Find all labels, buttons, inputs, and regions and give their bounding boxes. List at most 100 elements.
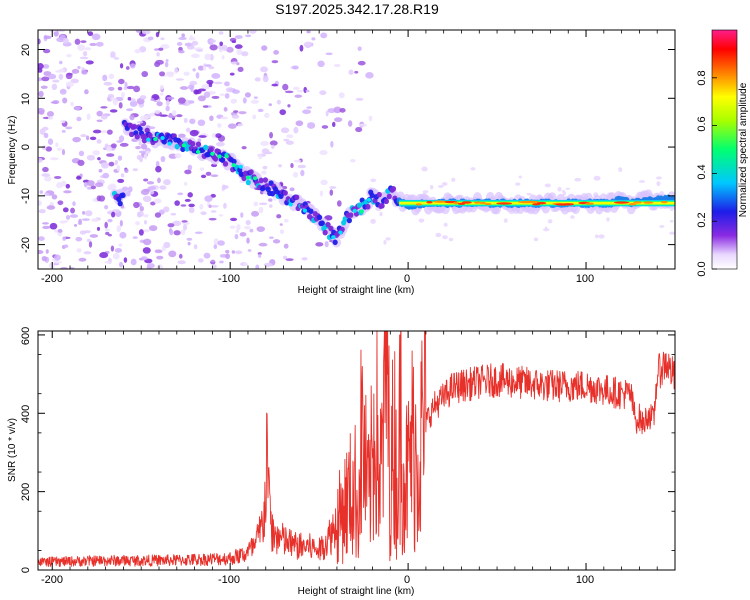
spectrogram-noise-blob xyxy=(211,205,219,208)
spectrogram-noise-blob xyxy=(281,185,288,190)
spectrogram-noise-blob xyxy=(96,226,101,231)
spectrogram-noise-blob xyxy=(229,72,235,76)
spectrogram-noise-blob xyxy=(117,178,125,183)
spectrogram-noise-blob xyxy=(271,60,279,64)
spectrogram-noise-blob xyxy=(47,138,54,145)
spectrogram-noise-blob xyxy=(205,171,212,176)
spectrogram-noise-blob xyxy=(129,100,138,107)
spectrogram-noise-blob xyxy=(136,120,144,124)
spectrogram-ridge-hotspot xyxy=(633,201,642,204)
spectrogram-noise-blob xyxy=(226,46,234,53)
spectrogram-noise-blob xyxy=(258,153,263,160)
spectrogram-noise-blob xyxy=(120,173,125,178)
spectrogram-noise-blob xyxy=(470,167,476,171)
spectrogram-ridge-hotspot xyxy=(433,200,447,203)
spectrogram-noise-blob xyxy=(357,46,362,52)
colorbar-tick-label-2: 0.4 xyxy=(696,164,708,179)
spectrogram-noise-blob xyxy=(111,211,116,218)
spectrogram-noise-blob xyxy=(100,114,108,120)
spectrogram-noise-blob xyxy=(73,106,81,111)
spectrogram-noise-blob xyxy=(143,153,148,160)
spectrogram-noise-blob xyxy=(237,123,244,127)
spectrogram-noise-blob xyxy=(229,225,236,229)
snr-panel: -200 -100 0 100 0 200 400 600 Height of … xyxy=(7,327,676,597)
spectrogram-noise-blob xyxy=(45,146,53,152)
spectrogram-ridge-hotspot xyxy=(153,137,158,142)
spectrogram-noise-blob xyxy=(255,264,260,269)
spectrogram-noise-blob xyxy=(276,214,282,219)
spectrogram-noise-blob xyxy=(215,133,222,139)
spectrogram-noise-blob xyxy=(178,49,185,54)
spectrogram-noise-blob xyxy=(184,169,192,175)
spectrogram-noise-blob xyxy=(79,230,87,235)
spectrogram-noise-blob xyxy=(197,88,207,92)
spectrogram-noise-blob xyxy=(49,30,58,33)
spectrogram-noise-blob xyxy=(118,243,123,247)
spectrogram-tick-label-x-3: 100 xyxy=(576,273,594,285)
spectrogram-noise-blob xyxy=(178,36,187,41)
spectrogram-noise-blob xyxy=(208,66,215,70)
spectrogram-ridge-hotspot xyxy=(160,136,165,141)
spectrogram-noise-blob xyxy=(260,140,269,147)
spectrogram-noise-blob xyxy=(42,166,49,173)
spectrogram-noise-blob xyxy=(89,136,97,141)
spectrogram-noise-blob xyxy=(544,183,551,188)
spectrogram-noise-blob xyxy=(43,35,52,40)
spectrogram-noise-blob xyxy=(183,117,188,124)
spectrogram-noise-blob xyxy=(210,174,219,177)
spectrogram-noise-blob xyxy=(91,33,101,41)
spectrogram-noise-blob xyxy=(44,175,52,182)
spectrogram-noise-blob xyxy=(143,214,149,218)
snr-frame xyxy=(37,330,676,571)
spectrogram-noise-blob xyxy=(66,54,72,58)
spectrogram-noise-blob xyxy=(295,120,304,127)
spectrogram-noise-blob xyxy=(160,37,165,41)
spectrogram-noise-blob xyxy=(218,31,224,35)
spectrogram-noise-blob xyxy=(96,195,102,202)
spectrogram-noise-blob xyxy=(38,200,43,206)
spectrogram-noise-blob xyxy=(355,127,363,133)
spectrogram-noise-blob xyxy=(55,142,59,148)
spectrogram-noise-blob xyxy=(149,189,155,195)
spectrogram-noise-blob xyxy=(200,211,207,216)
spectrogram-noise-blob xyxy=(253,201,259,207)
spectrogram-noise-blob xyxy=(113,57,120,60)
spectrogram-noise-blob xyxy=(659,225,665,228)
spectrogram-noise-blob xyxy=(435,232,442,238)
spectrogram-noise-blob xyxy=(669,231,675,235)
spectrogram-y-axis-label: Frequency (Hz) xyxy=(7,116,18,185)
spectrogram-noise-blob xyxy=(219,41,224,47)
spectrogram-noise-blob xyxy=(76,248,82,253)
spectrogram-ridge-hotspot xyxy=(331,235,336,240)
spectrogram-noise-blob xyxy=(225,253,231,260)
spectrogram-noise-blob xyxy=(72,136,81,143)
spectrogram-ridge-core xyxy=(141,137,148,144)
colorbar-tick-label-1: 0.2 xyxy=(696,212,708,227)
spectrogram-noise-blob xyxy=(154,48,160,51)
spectrogram-noise-blob xyxy=(258,202,268,206)
spectrogram-noise-blob xyxy=(263,262,273,267)
spectrogram-noise-blob xyxy=(83,181,88,188)
spectrogram-noise-blob xyxy=(65,183,71,189)
spectrogram-noise-blob xyxy=(283,243,289,249)
spectrogram-noise-blob xyxy=(269,236,274,239)
spectrogram-noise-blob xyxy=(89,234,99,238)
colorbar-tick-label-4: 0.8 xyxy=(696,70,708,85)
spectrogram-noise-blob xyxy=(347,120,353,127)
spectrogram-noise-blob xyxy=(38,236,45,241)
spectrogram-noise-blob xyxy=(52,79,60,83)
spectrogram-noise-blob xyxy=(104,204,109,210)
spectrogram-noise-blob xyxy=(279,109,287,116)
spectrogram-noise-blob xyxy=(618,167,623,173)
spectrogram-noise-blob xyxy=(338,92,345,99)
spectrogram-ridge-core xyxy=(190,141,196,147)
spectrogram-noise-blob xyxy=(99,252,109,259)
spectrogram-noise-blob xyxy=(227,123,237,129)
spectrogram-noise-blob xyxy=(156,264,164,269)
spectrogram-noise-blob xyxy=(231,89,240,94)
spectrogram-noise-blob xyxy=(320,179,328,186)
spectrogram-noise-blob xyxy=(201,83,211,90)
spectrogram-noise-blob xyxy=(421,166,428,172)
spectrogram-ridge-core xyxy=(325,221,331,228)
spectrogram-noise-blob xyxy=(149,112,156,117)
